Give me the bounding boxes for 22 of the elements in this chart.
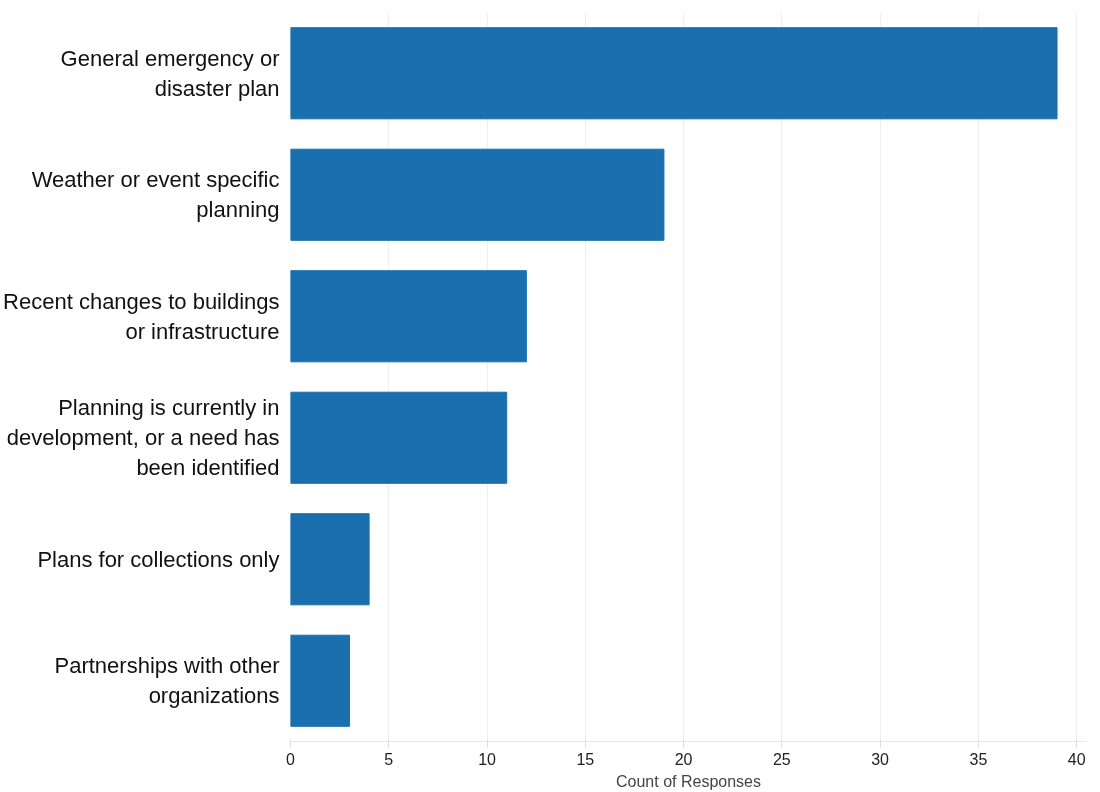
bar — [290, 513, 370, 606]
x-tick-label: 15 — [576, 750, 595, 768]
y-tick-label: General emergency or disaster plan — [60, 45, 280, 101]
y-tick-label: Recent changes to buildings or infrastructure — [3, 288, 280, 344]
x-tick-label: 5 — [384, 750, 394, 768]
bar — [290, 270, 527, 363]
x-tick-label: 25 — [772, 750, 791, 768]
y-tick-label: Weather or event specific planning — [31, 167, 280, 223]
y-tick-label: Planning is currently in development, or a need has been identified — [6, 395, 280, 481]
x-axis-title: Count of Responses — [616, 772, 761, 790]
y-tick-label: Partnerships with other organizations — [54, 653, 280, 709]
x-tick-label: 35 — [969, 750, 988, 768]
x-tick-label: 0 — [286, 750, 296, 768]
x-tick-label: 30 — [871, 750, 890, 768]
bar — [290, 391, 508, 484]
bar — [290, 634, 350, 727]
x-tick-label: 40 — [1067, 750, 1086, 768]
y-tick-label: Plans for collections only — [37, 546, 280, 572]
bar — [290, 27, 1058, 120]
x-tick-label: 10 — [478, 750, 497, 768]
bar — [290, 148, 665, 241]
x-tick-label: 20 — [674, 750, 693, 768]
